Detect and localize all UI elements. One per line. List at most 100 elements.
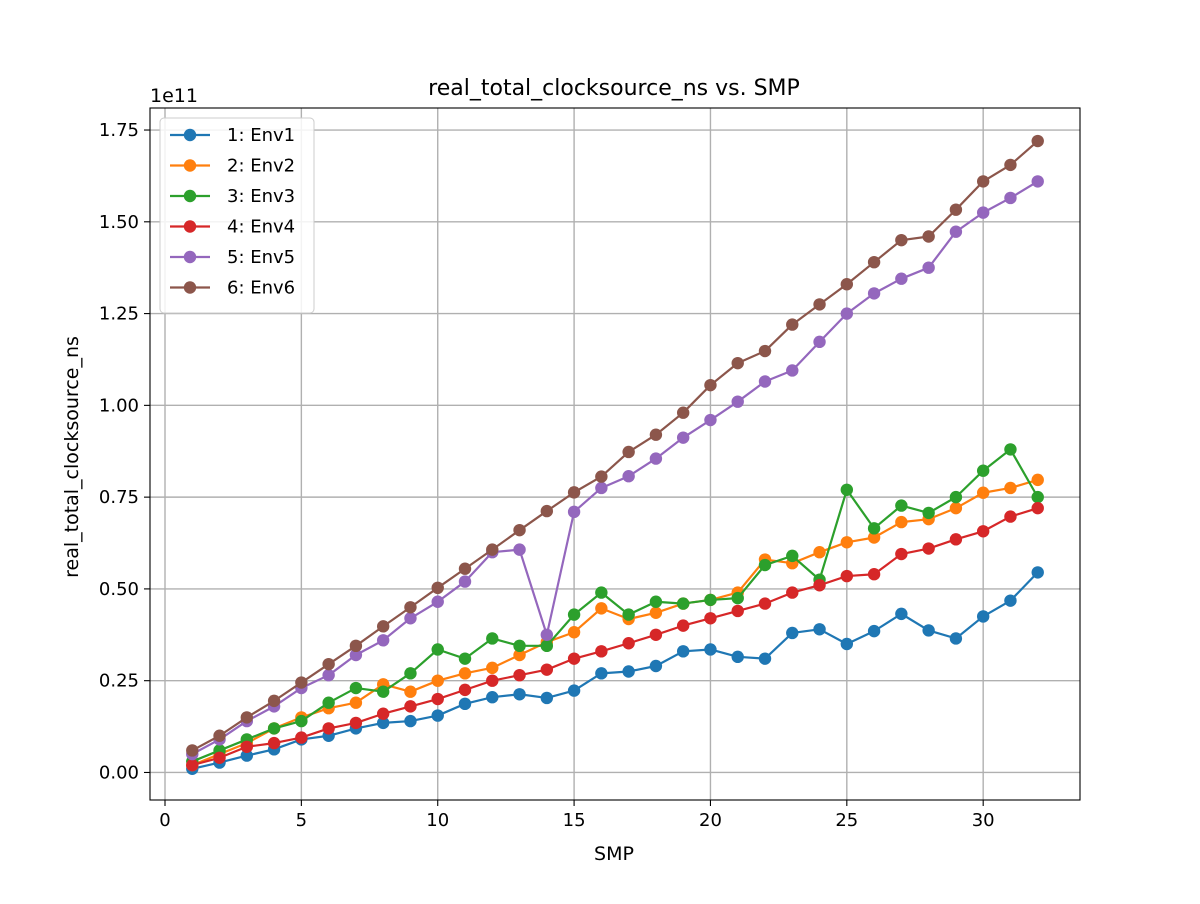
- data-point: [1031, 490, 1044, 504]
- data-point: [349, 639, 363, 653]
- data-point: [458, 652, 472, 665]
- data-point: [704, 643, 717, 656]
- data-point: [1004, 443, 1017, 456]
- data-point: [949, 632, 963, 645]
- data-point: [731, 591, 744, 605]
- y-tick-label: 1.25: [99, 304, 139, 325]
- data-point: [540, 504, 554, 518]
- data-point: [786, 318, 799, 331]
- data-point: [949, 533, 963, 546]
- data-point: [540, 663, 554, 676]
- data-point: [676, 597, 690, 610]
- data-point: [267, 722, 281, 735]
- data-point: [267, 694, 281, 708]
- data-point: [840, 569, 854, 583]
- data-point: [786, 626, 799, 640]
- data-point: [676, 645, 690, 658]
- data-point: [349, 681, 363, 695]
- data-point: [404, 700, 417, 713]
- series-6: [186, 134, 1044, 757]
- legend-label: 4: Env4: [227, 217, 295, 238]
- data-point: [513, 688, 526, 701]
- data-point: [622, 445, 635, 459]
- y-axis-label: real_total_clocksource_ns: [61, 336, 83, 578]
- data-point: [976, 610, 990, 623]
- legend-marker: [183, 159, 197, 172]
- data-point: [758, 597, 772, 610]
- data-point: [731, 395, 744, 408]
- x-tick-label: 20: [699, 810, 722, 831]
- data-point: [376, 685, 390, 698]
- data-point: [295, 714, 308, 728]
- data-point: [649, 595, 663, 608]
- data-point: [649, 428, 663, 441]
- legend-label: 3: Env3: [227, 186, 295, 207]
- data-point: [895, 272, 908, 285]
- data-point: [676, 619, 690, 632]
- data-point: [704, 378, 717, 392]
- data-point: [813, 298, 826, 311]
- legend-label: 5: Env5: [227, 247, 295, 268]
- data-point: [404, 601, 417, 614]
- y-tick-label: 1.50: [99, 212, 139, 233]
- data-point: [431, 581, 444, 595]
- data-point: [867, 522, 881, 535]
- data-point: [595, 645, 608, 658]
- data-point: [240, 711, 254, 724]
- x-tick-label: 5: [296, 810, 307, 831]
- data-point: [567, 684, 581, 697]
- legend-label: 1: Env1: [227, 125, 295, 146]
- data-point: [1031, 473, 1044, 487]
- data-point: [376, 707, 390, 720]
- data-point: [922, 624, 935, 637]
- data-point: [840, 536, 854, 549]
- data-point: [540, 691, 554, 705]
- legend-item: 2: Env2: [170, 156, 295, 177]
- data-point: [867, 531, 881, 544]
- data-point: [1004, 481, 1017, 495]
- data-point: [840, 483, 854, 496]
- data-point: [567, 505, 581, 519]
- series-4: [186, 501, 1044, 772]
- data-point: [758, 652, 772, 665]
- data-point: [240, 749, 254, 762]
- data-point: [404, 714, 417, 728]
- data-point: [976, 175, 990, 188]
- data-point: [786, 364, 799, 377]
- data-point: [567, 486, 581, 499]
- data-point: [486, 543, 499, 556]
- data-point: [649, 628, 663, 642]
- data-point: [595, 667, 608, 680]
- data-point: [322, 657, 335, 671]
- data-point: [513, 543, 526, 556]
- data-point: [431, 643, 444, 656]
- data-point: [486, 632, 499, 645]
- data-point: [213, 729, 226, 742]
- data-point: [786, 586, 799, 599]
- x-tick-label: 0: [159, 810, 170, 831]
- x-axis-label: SMP: [594, 843, 634, 865]
- legend-marker: [183, 220, 197, 233]
- data-point: [567, 652, 581, 665]
- data-point: [813, 579, 826, 592]
- data-point: [649, 606, 663, 619]
- data-point: [731, 356, 744, 370]
- data-point: [922, 261, 935, 274]
- data-point: [758, 375, 772, 388]
- data-point: [595, 481, 608, 495]
- data-point: [513, 648, 526, 662]
- data-point: [458, 697, 472, 711]
- data-point: [731, 604, 744, 618]
- data-point: [404, 667, 417, 680]
- data-point: [349, 696, 363, 709]
- legend-label: 6: Env6: [227, 278, 295, 299]
- series-layer: [186, 134, 1044, 775]
- data-point: [404, 612, 417, 625]
- x-tick-label: 30: [972, 810, 995, 831]
- data-point: [922, 542, 935, 555]
- legend-item: 3: Env3: [170, 186, 295, 207]
- data-point: [1031, 175, 1044, 188]
- plot-frame: [149, 107, 1081, 801]
- legend-item: 6: Env6: [170, 278, 295, 299]
